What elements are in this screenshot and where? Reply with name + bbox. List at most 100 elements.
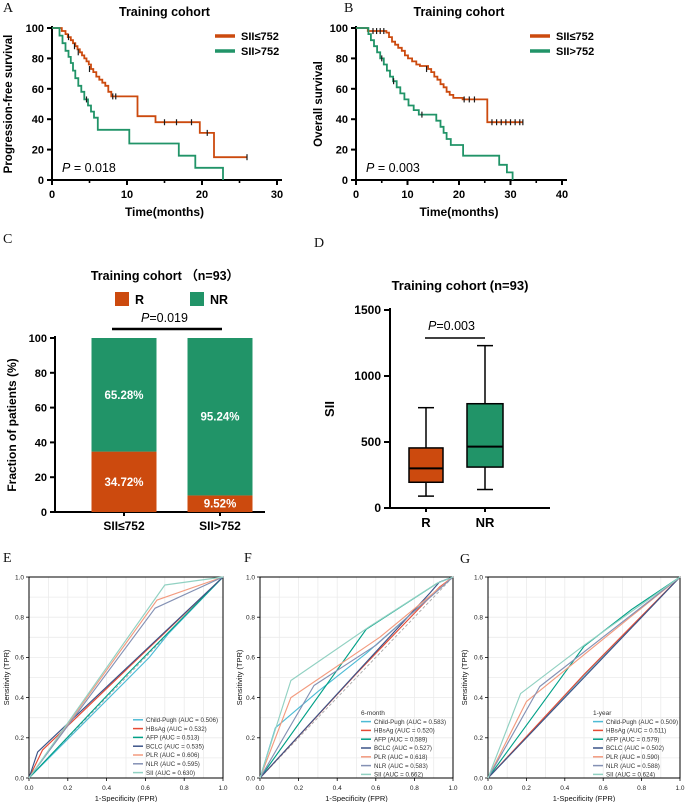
y-tick-label: 100 (29, 333, 47, 345)
bar-segment (187, 495, 253, 512)
legend-swatch (115, 292, 129, 306)
roc-curve (259, 576, 454, 779)
legend-label: BCLC (AUC = 0.502) (606, 745, 664, 752)
y-tick-label: 0.4 (246, 695, 255, 702)
y-tick-label: 1.0 (15, 574, 24, 581)
y-axis-label: Progression-free survival (3, 35, 15, 174)
y-tick-label: 0.6 (15, 655, 24, 662)
x-tick-label: 0.6 (599, 785, 608, 792)
chart-title: Training cohort （n=93） (91, 268, 239, 283)
roc-curve (487, 576, 681, 779)
km-curve (52, 27, 224, 180)
y-tick-label: 0 (374, 501, 381, 515)
roc-curve (28, 576, 224, 779)
roc-curve (28, 576, 224, 779)
x-tick-label: 10 (121, 189, 133, 201)
x-tick-label: 0.8 (637, 785, 646, 792)
km-curve (356, 27, 523, 124)
x-axis-label: Time(months) (419, 205, 498, 219)
legend-swatch (190, 292, 204, 306)
y-tick-label: 0.6 (474, 655, 483, 662)
legend-label: SII (AUC = 0.662) (374, 772, 423, 779)
y-tick-label: 0.8 (246, 615, 255, 622)
p-value-text: P=0.003 (428, 319, 475, 333)
chart-title: Training cohort (414, 5, 506, 19)
x-tick-label: 0.4 (102, 785, 111, 792)
chart-title: Training cohort (n=93) (392, 278, 529, 293)
legend-title: 6-month (361, 710, 385, 717)
y-tick-label: 500 (361, 435, 381, 449)
y-tick-label: 0 (342, 175, 348, 187)
roc-curve (259, 576, 454, 779)
x-tick-label: 30 (504, 189, 516, 201)
x-tick-label: 0.2 (522, 785, 531, 792)
y-tick-label: 1.0 (246, 574, 255, 581)
y-tick-label: 0 (38, 175, 44, 187)
y-tick-label: 40 (35, 437, 47, 449)
panel-label-a: A (3, 1, 14, 16)
x-tick-label: 0.4 (333, 785, 342, 792)
x-axis-label: 1-Specificity (FPR) (95, 794, 158, 802)
y-tick-label: 80 (32, 53, 44, 65)
bar-segment-label: 95.24% (200, 412, 239, 424)
km-curve (356, 27, 514, 180)
y-tick-label: 20 (35, 472, 47, 484)
panel-label-e: E (3, 551, 12, 566)
x-tick-label: 20 (196, 189, 208, 201)
y-tick-label: 0.2 (246, 735, 255, 742)
roc-curve (259, 576, 454, 779)
bar-segment (91, 451, 157, 512)
legend-label: AFP (AUC = 0.579) (606, 736, 659, 743)
roc-curve (487, 576, 681, 779)
x-tick-label: 40 (556, 189, 568, 201)
p-value-text: P = 0.018 (62, 161, 116, 175)
roc-curve (487, 576, 681, 779)
x-tick-label: 0.8 (180, 785, 189, 792)
x-tick-label: 0.6 (141, 785, 150, 792)
x-tick-label: 30 (271, 189, 283, 201)
y-tick-label: 0.6 (246, 655, 255, 662)
y-tick-label: 80 (35, 368, 47, 380)
x-tick-label: 1.0 (218, 785, 227, 792)
y-tick-label: 0.2 (15, 735, 24, 742)
box (466, 402, 504, 468)
y-tick-label: 60 (35, 403, 47, 415)
x-tick-label: 0.0 (255, 785, 264, 792)
legend-label: NR (210, 293, 228, 307)
y-tick-label: 60 (336, 84, 348, 96)
bar-segment-label: 9.52% (204, 499, 237, 511)
y-axis-label: Sensitivity (TPR) (235, 649, 244, 705)
y-tick-label: 40 (32, 114, 44, 126)
x-axis-label: 1-Specificity (FPR) (325, 794, 388, 802)
roc-chart-1-year: 0.00.0 0.2 0.2 0.4 0.4 0.6 0.6 0.8 0.8 1.0 1.0 1-Sp… (460, 574, 685, 802)
bar-segment (187, 338, 253, 496)
roc-chart-6-month: 0.00.0 0.2 0.2 0.4 0.4 0.6 0.6 0.8 0.8 1.0 1.0 1-Sp… (235, 574, 458, 802)
legend-label: BCLC (AUC = 0.527) (374, 745, 432, 752)
y-tick-label: 1.0 (474, 574, 483, 581)
box-plot-sii: 0 500 1000 1500 Training cohort (n=93) SII P=0… (322, 278, 550, 530)
bar-segment-label: 65.28% (104, 390, 143, 402)
panel-label-d: D (314, 236, 325, 251)
roc-curve (28, 576, 224, 779)
panel-label-c: C (3, 232, 13, 247)
x-tick-label: 0 (353, 189, 359, 201)
y-tick-label: 0.8 (474, 615, 483, 622)
y-tick-label: 20 (336, 145, 348, 157)
plot-border (259, 576, 454, 779)
legend-label: SII>752 (241, 46, 279, 58)
y-tick-label: 20 (32, 145, 44, 157)
legend-label: Child-Pugh (AUC = 0.509) (606, 719, 678, 726)
y-axis-label: Sensitivity (TPR) (460, 649, 469, 705)
y-tick-label: 0.0 (474, 775, 483, 782)
x-axis-label: 1-Specificity (FPR) (553, 794, 616, 802)
x-category-label: SII>752 (199, 519, 241, 533)
y-tick-label: 0.0 (15, 775, 24, 782)
legend-label: BCLC (AUC = 0.535) (146, 743, 204, 750)
x-tick-label: 0.2 (63, 785, 72, 792)
x-tick-label: 10 (401, 189, 413, 201)
y-axis-label: SII (322, 401, 337, 417)
box (408, 447, 444, 484)
x-tick-label: 0.8 (410, 785, 419, 792)
plot-border (487, 576, 681, 779)
